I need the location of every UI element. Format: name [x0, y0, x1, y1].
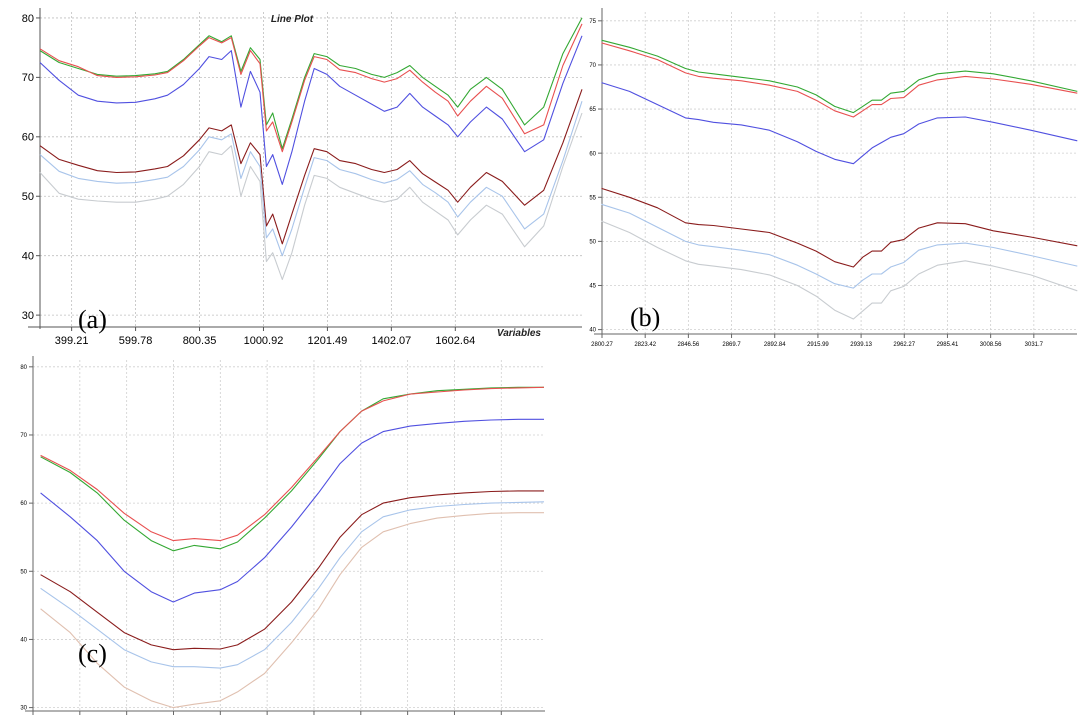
series-line-5 — [40, 512, 544, 709]
series-group — [40, 386, 545, 709]
series-line-1 — [40, 386, 545, 542]
series-line-3 — [601, 187, 1078, 268]
x-axis-label: Variables — [497, 328, 542, 339]
chart-panel-b: 40 45 50 55 60 65 70 75 2800.27 2823.42 2846.56 286… — [589, 8, 1078, 348]
x-tick-label: 2985.41 — [937, 342, 959, 348]
series-line-4 — [40, 501, 545, 669]
series-group — [39, 17, 583, 281]
y-tick-label: 80 — [20, 365, 27, 371]
y-tick-label: 55 — [589, 195, 596, 201]
y-tick-label: 50 — [589, 239, 596, 245]
series-line-2 — [39, 89, 583, 245]
y-tick-label: 65 — [589, 107, 596, 113]
x-tick-label: 2800.27 — [591, 342, 613, 348]
y-tick-label: 80 — [22, 13, 34, 25]
series-line-5 — [39, 112, 583, 281]
panel-label: (b) — [630, 303, 660, 332]
panel-label: (c) — [78, 639, 107, 668]
grid — [601, 12, 1077, 334]
y-tick-label: 60 — [20, 501, 27, 507]
y-tick-label: 70 — [20, 433, 27, 439]
y-tick-label: 70 — [589, 63, 596, 69]
y-tick-label: 30 — [22, 310, 34, 322]
y-tick-label: 45 — [589, 284, 596, 290]
panel-label: (a) — [78, 305, 107, 334]
x-tick-label: 2846.56 — [678, 342, 700, 348]
y-tick-label: 75 — [589, 19, 596, 25]
y-tick-label: 70 — [22, 72, 34, 84]
series-line-4 — [601, 203, 1078, 289]
x-tick-label: 1000.92 — [244, 335, 284, 347]
x-tick-label: 2939.13 — [850, 342, 872, 348]
y-tick-label: 50 — [22, 191, 34, 203]
y-tick-label: 30 — [20, 706, 27, 712]
y-tick-label: 40 — [22, 251, 34, 263]
chart-panel-c: 3040506070803050.993137.773224.563311.34… — [20, 356, 545, 715]
y-tick-label: 60 — [589, 151, 596, 157]
x-tick-label: 800.35 — [183, 335, 217, 347]
series-line-3 — [39, 35, 583, 185]
series-line-1 — [39, 23, 583, 153]
x-tick-label: 599.78 — [119, 335, 153, 347]
grid — [32, 360, 545, 711]
x-tick-label: 2823.42 — [634, 342, 656, 348]
x-tick-label: 1402.07 — [371, 335, 411, 347]
chart-panel-a: 30 40 50 60 70 80 399.21 599.78 800.35 1000.92 120… — [22, 8, 583, 347]
y-tick-label: 50 — [20, 569, 27, 575]
series-line-2 — [601, 82, 1078, 165]
y-tick-label: 60 — [22, 132, 34, 144]
y-tick-label: 40 — [20, 638, 27, 644]
x-tick-label: 1201.49 — [308, 335, 348, 347]
grid — [40, 12, 582, 327]
series-line-0 — [39, 17, 583, 150]
series-group — [601, 39, 1078, 320]
x-tick-label: 2869.7 — [722, 342, 741, 348]
x-tick-label: 2962.27 — [893, 342, 915, 348]
series-line-3 — [40, 490, 544, 651]
x-tick-label: 1602.64 — [435, 335, 475, 347]
x-tick-label: 3031.7 — [1025, 342, 1044, 348]
x-tick-label: 3008.56 — [980, 342, 1002, 348]
series-line-1 — [601, 42, 1078, 118]
x-tick-label: 2892.84 — [764, 342, 786, 348]
y-tick-label: 40 — [589, 328, 596, 334]
series-line-0 — [601, 39, 1078, 114]
series-line-0 — [40, 386, 544, 552]
chart-title: Line Plot — [271, 14, 314, 25]
series-line-5 — [601, 220, 1078, 320]
x-tick-label: 399.21 — [55, 335, 89, 347]
x-tick-label: 2915.99 — [807, 342, 829, 348]
series-line-2 — [40, 418, 544, 603]
series-line-4 — [39, 101, 583, 257]
